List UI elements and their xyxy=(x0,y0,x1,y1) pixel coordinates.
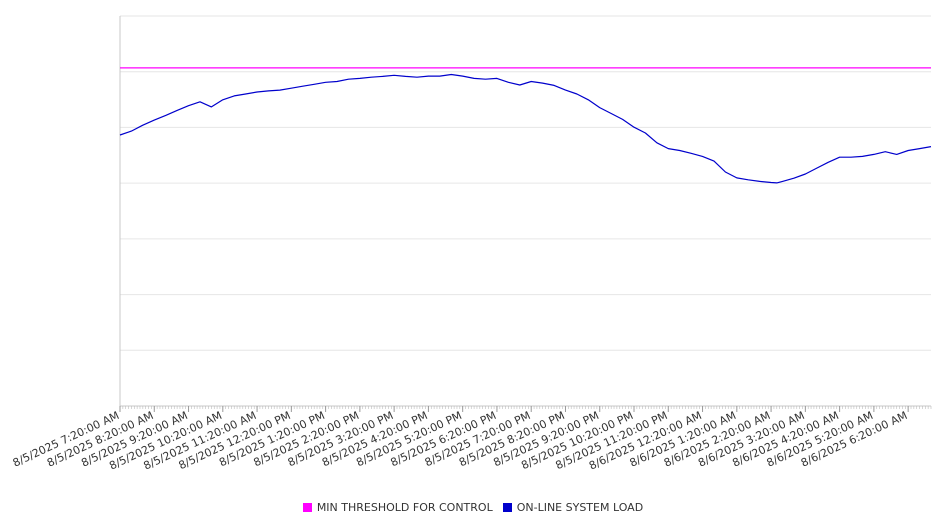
legend-label-threshold: MIN THRESHOLD FOR CONTROL xyxy=(316,500,493,514)
axes xyxy=(119,16,931,407)
legend-label-load: ON-LINE SYSTEM LOAD xyxy=(516,500,644,514)
x-axis-tick-labels: 8/5/2025 7:20:00 AM8/5/2025 8:20:00 AM8/… xyxy=(11,409,910,473)
legend-item-load: ON-LINE SYSTEM LOAD xyxy=(502,500,644,514)
gridlines xyxy=(120,15,931,407)
legend-swatch-load xyxy=(502,502,512,512)
legend-swatch-threshold xyxy=(302,502,312,512)
x-axis-minor-ticks xyxy=(119,406,932,412)
legend: MIN THRESHOLD FOR CONTROL ON-LINE SYSTEM… xyxy=(0,498,946,516)
series-layer xyxy=(119,67,932,184)
legend-item-threshold: MIN THRESHOLD FOR CONTROL xyxy=(302,500,493,514)
series-line-system-load xyxy=(119,73,932,184)
